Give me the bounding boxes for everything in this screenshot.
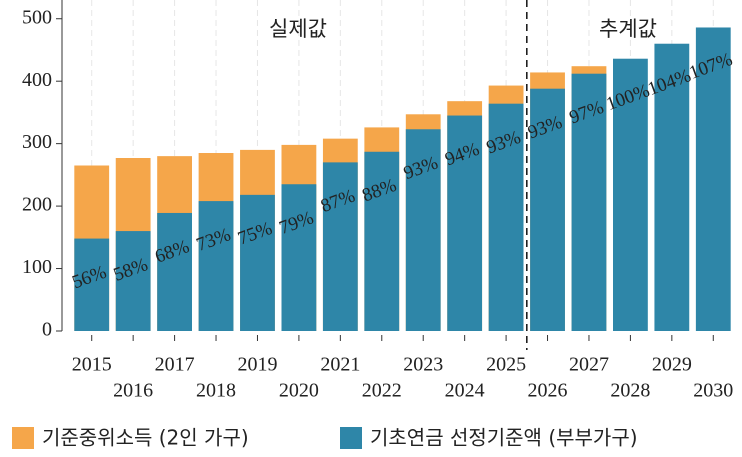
bar [115,231,151,331]
bar [654,43,690,331]
bar [613,58,648,332]
legend-swatch [12,427,34,449]
bar [405,129,441,331]
bar [488,103,524,332]
legend-label: 기준중위소득 (2인 가구) [42,426,249,450]
x-tick-label: 2028 [610,380,650,402]
bar [240,194,275,331]
y-tick-label: 100 [22,256,52,278]
y-tick-label: 300 [22,131,52,153]
bar [198,201,234,331]
bar [364,151,400,331]
legend-swatch [340,427,362,449]
x-tick-label: 2025 [486,354,526,376]
annotation: 추계값 [599,17,657,41]
x-tick-label: 2030 [693,380,733,402]
x-tick-label: 2021 [320,354,360,376]
x-tick-label: 2015 [72,354,112,376]
y-tick-label: 0 [42,319,52,341]
y-tick-label: 400 [22,69,52,91]
x-tick-label: 2022 [362,380,402,402]
bar [281,184,317,331]
x-tick-label: 2019 [237,354,277,376]
bar [571,73,607,331]
x-tick-label: 2017 [155,354,195,376]
x-tick-label: 2027 [569,354,609,376]
x-tick-label: 2026 [528,380,568,402]
legend-label: 기초연금 선정기준액 (부부가구) [370,426,638,450]
y-tick-label: 200 [22,194,52,216]
x-tick-label: 2029 [652,354,692,376]
x-tick-label: 2023 [403,354,443,376]
x-tick-label: 2020 [279,380,319,402]
y-tick-label: 500 [22,6,52,28]
x-tick-label: 2018 [196,380,236,402]
bar [74,238,110,331]
bar [157,212,192,331]
bar [322,162,358,331]
x-tick-label: 2016 [113,380,153,402]
bar [447,115,483,331]
bar [695,27,731,331]
bar [530,88,565,332]
annotation: 실제값 [269,17,327,41]
x-tick-label: 2024 [445,380,485,402]
